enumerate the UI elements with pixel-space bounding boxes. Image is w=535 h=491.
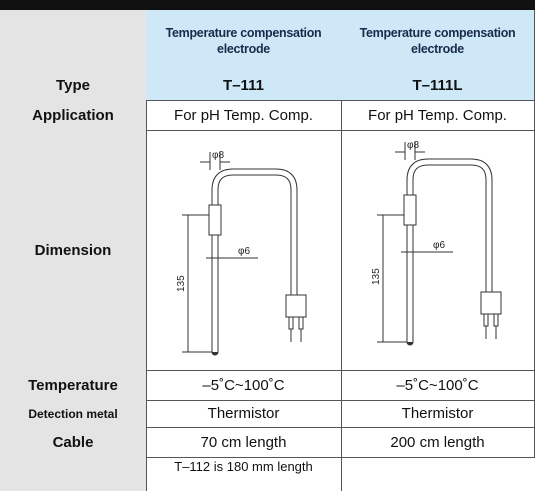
header-cell: Temperature compensation electrode	[146, 10, 342, 72]
cell: For pH Temp. Comp.	[146, 100, 342, 131]
corner-cell	[0, 10, 147, 72]
dimension-label: φ8	[212, 150, 224, 161]
cell: Thermistor	[146, 400, 342, 428]
cell: T–111L	[341, 71, 535, 101]
header-cell: Temperature compensation electrode	[341, 10, 535, 72]
row-label: Temperature	[0, 370, 147, 401]
note: T–112 is 180 mm length	[146, 457, 342, 491]
dimension-label: 135	[176, 275, 187, 292]
cell: T–111	[146, 71, 342, 101]
dimension-label: φ6	[238, 246, 250, 257]
cell: 70 cm length	[146, 427, 342, 458]
drawing-cell	[146, 130, 342, 371]
probe-drawing	[182, 152, 307, 356]
row-label: Application	[0, 100, 147, 131]
cell: –5˚C~100˚C	[146, 370, 342, 401]
dimension-label: 135	[371, 268, 382, 285]
row-label	[0, 457, 147, 491]
row-label: Cable	[0, 427, 147, 458]
dimension-label: φ8	[407, 140, 419, 151]
top-bar	[0, 0, 535, 10]
dimension-label: φ6	[433, 240, 445, 251]
row-label: Dimension	[0, 130, 147, 371]
probe-drawing	[377, 142, 502, 346]
